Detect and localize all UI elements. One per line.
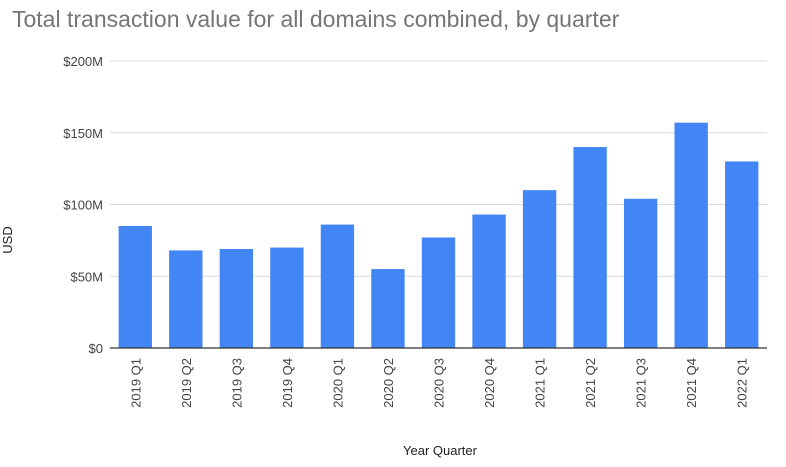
x-tick-label: 2020 Q4 [482,358,497,408]
y-tick-label: $100M [63,198,103,213]
y-axis-ticks: $0 $50M $100M $150M $200M [63,54,103,356]
x-tick-label: 2019 Q3 [229,358,244,408]
bars [118,122,759,348]
x-tick-label: 2021 Q1 [533,358,548,408]
y-tick-label: $150M [63,126,103,141]
y-tick-label: $50M [70,269,103,284]
x-axis-title: Year Quarter [403,443,478,458]
chart-title: Total transaction value for all domains … [12,6,620,32]
bar [421,237,456,348]
bar [522,190,557,348]
x-tick-label: 2020 Q1 [330,358,345,408]
bar [573,147,607,348]
y-tick-label: $0 [89,341,103,356]
bar [169,250,203,348]
bar [623,198,658,348]
bar [219,248,254,348]
bar [320,224,355,348]
x-tick-label: 2021 Q4 [684,358,699,408]
x-tick-label: 2019 Q4 [280,358,295,408]
y-axis-title: USD [0,226,15,253]
y-tick-label: $200M [63,54,103,69]
x-tick-label: 2019 Q1 [128,358,143,408]
x-tick-label: 2020 Q2 [381,358,396,408]
gridlines [110,60,767,277]
bar [674,122,708,348]
bar [118,226,152,348]
bar [371,269,405,348]
bar [270,247,304,348]
x-tick-label: 2022 Q1 [735,358,750,408]
bar [725,161,759,348]
x-tick-label: 2020 Q3 [432,358,447,408]
x-tick-label: 2021 Q3 [634,358,649,408]
x-tick-label: 2021 Q2 [583,358,598,408]
x-tick-label: 2019 Q2 [179,358,194,408]
x-axis-ticks: 2019 Q1 2019 Q2 2019 Q3 2019 Q4 2020 Q1 2020 … [128,358,749,408]
bar [472,214,506,348]
